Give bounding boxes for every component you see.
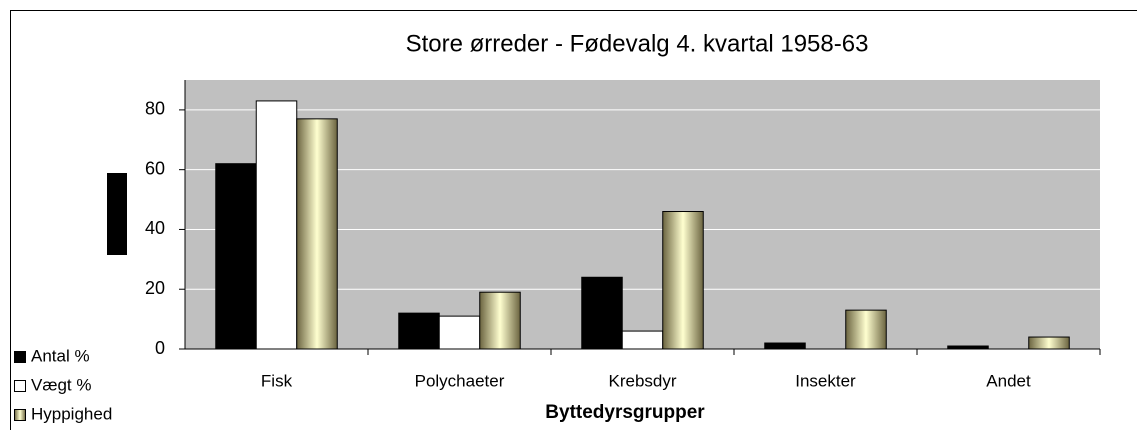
bar <box>1028 336 1070 350</box>
bar <box>764 342 806 350</box>
bar <box>438 315 481 350</box>
bar <box>215 163 257 350</box>
bar <box>255 100 298 350</box>
y-tick-label: 80 <box>145 99 165 119</box>
y-tick-label: 0 <box>155 338 165 358</box>
x-tick-label: Polychaeter <box>415 371 505 390</box>
x-tick-label: Fisk <box>261 371 293 390</box>
x-axis-title: Byttedyrsgrupper <box>545 402 705 423</box>
bar <box>479 291 521 350</box>
legend-marker <box>14 380 26 392</box>
chart-title: Store ørreder - Fødevalg 4. kvartal 1958… <box>406 30 869 57</box>
bar <box>398 312 440 350</box>
legend-label: Antal % <box>31 346 90 365</box>
bar <box>662 211 704 350</box>
legend-marker <box>14 409 26 421</box>
y-tick-label: 20 <box>145 278 165 298</box>
axis-title-box <box>107 173 127 255</box>
y-tick-label: 60 <box>145 158 165 178</box>
legend-marker <box>14 351 26 363</box>
bar <box>621 330 664 350</box>
bar <box>581 276 623 350</box>
y-tick-label: 40 <box>145 218 165 238</box>
x-tick-label: Insekter <box>795 371 856 390</box>
x-tick-label: Andet <box>986 371 1031 390</box>
bar <box>296 118 338 350</box>
legend-label: Vægt % <box>31 375 91 394</box>
bar <box>947 345 989 350</box>
bar <box>845 309 887 350</box>
x-tick-label: Krebsdyr <box>608 371 676 390</box>
legend-label: Hyppighed <box>31 404 112 423</box>
